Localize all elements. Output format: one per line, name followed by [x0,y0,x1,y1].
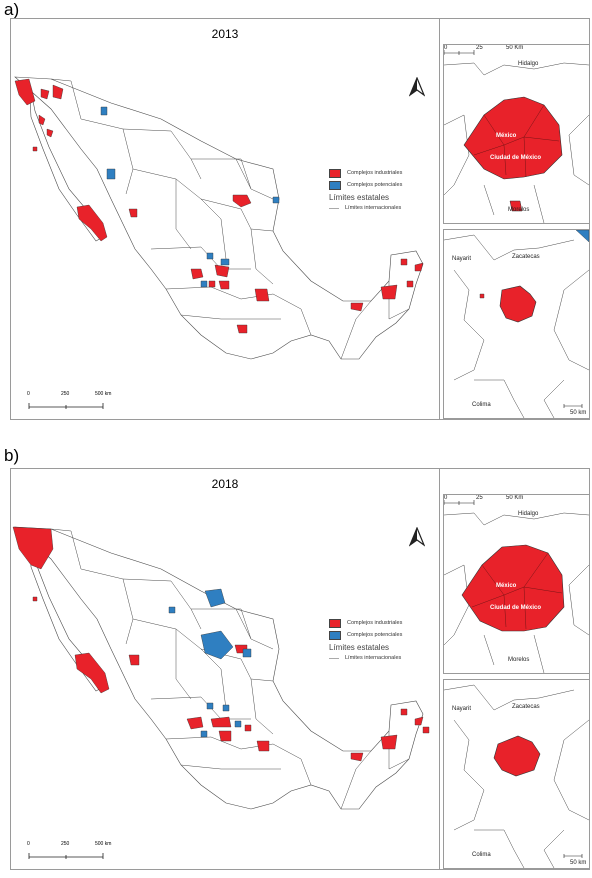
legend-potential-b: Complejos potenciales [329,629,402,641]
legend-label: Complejos potenciales [347,632,403,638]
inset-west-map-a: Nayarit Zacatecas Jalisco Colima 50 km [444,230,589,418]
inset-west-b: Nayarit Zacatecas Jalisco Colima 50 km [443,679,590,869]
map-year-a: 2013 [211,27,239,41]
inset-west-map-b: Nayarit Zacatecas Jalisco Colima 50 km [444,684,589,868]
inset-center-a: 0 25 50 Km Hidalgo México Ciudad de Méxi… [443,44,590,224]
inset-label: Nayarit [452,256,471,262]
industrial-swatch [329,618,341,628]
map-year-b: 2018 [211,477,239,491]
inset-scale-label: 50 Km [506,495,523,501]
potential-swatch [329,630,341,640]
scale-label: 0 [27,391,30,397]
inset-west-a: Nayarit Zacatecas Jalisco Colima 50 km [443,229,590,419]
inset-scale-label: 25 [476,45,483,51]
map-panel-b: 2018 [10,468,590,870]
panel-letter-b: b) [4,446,20,465]
industrial-swatch [329,168,341,178]
inset-center-b: 0 25 50 Km Hidalgo México Ciudad de Méxi… [443,494,590,674]
inset-label: Jalisco [504,326,525,332]
scale-bar-a: 0 250 500 km [27,391,111,415]
inset-center-map-b: 0 25 50 Km Hidalgo México Ciudad de Méxi… [444,495,589,673]
inset-label: Zacatecas [512,254,540,260]
legend-intl-a: Límites internacionales [329,202,402,214]
legend-industrial-a: Complejos industriales [329,167,402,179]
north-arrow-icon [409,77,425,97]
legend-label: Complejos potenciales [347,182,403,188]
scale-label: 250 [61,391,70,397]
scale-label: 500 km [95,391,112,397]
inset-label: Hidalgo [518,61,539,67]
inset-label: México [496,133,517,139]
legend-label: Complejos industriales [347,620,403,626]
scale-bar-graphic [28,403,104,409]
legend-potential-a: Complejos potenciales [329,179,402,191]
inset-label: Colima [472,402,491,408]
legend-label: Límites internacionales [345,205,402,211]
inset-label: Ciudad de México [490,605,541,611]
main-map-a: 2013 [11,19,440,419]
inset-scale-label: 0 [444,495,448,501]
inset-label: Colima [472,852,491,858]
mexico-map-b [12,526,430,810]
intl-line-swatch [329,657,339,659]
inset-label: Morelos [508,207,529,213]
inset-label: Hidalgo [518,511,539,517]
panel-letter-a: a) [4,0,20,19]
scale-bar-graphic [28,853,104,859]
scale-label: 500 km [95,841,112,847]
legend-intl-b: Límites internacionales [329,652,402,664]
legend-b: Complejos industriales Complejos potenci… [329,617,402,664]
scale-label: 250 [61,841,70,847]
legend-label: Límites internacionales [345,655,402,661]
map-panel-a: 2013 [10,18,590,420]
mexico-map-a [14,76,424,360]
potential-swatch [329,180,341,190]
legend-industrial-b: Complejos industriales [329,617,402,629]
inset-scale-label: 50 Km [506,45,523,51]
inset-label: México [496,583,517,589]
inset-scale-label: 0 [444,45,448,51]
legend-a: Complejos industriales Complejos potenci… [329,167,402,214]
inset-label: Morelos [508,657,529,663]
inset-label: Jalisco [504,778,525,784]
inset-center-map-a: 0 25 50 Km Hidalgo México Ciudad de Méxi… [444,45,589,223]
legend-title-a: Límites estatales [329,193,390,202]
intl-line-swatch [329,207,339,209]
inset-label: Zacatecas [512,704,540,710]
main-map-b: 2018 [11,469,440,869]
legend-title-b: Límites estatales [329,643,390,652]
inset-scale-label: 25 [476,495,483,501]
north-arrow-icon [409,527,425,547]
scale-label: 0 [27,841,30,847]
inset-scale-label: 50 km [570,860,586,866]
inset-scale-label: 50 km [570,410,586,416]
inset-label: Nayarit [452,706,471,712]
inset-label: Ciudad de México [490,155,541,161]
legend-label: Complejos industriales [347,170,403,176]
scale-bar-b: 0 250 500 km [27,841,111,865]
